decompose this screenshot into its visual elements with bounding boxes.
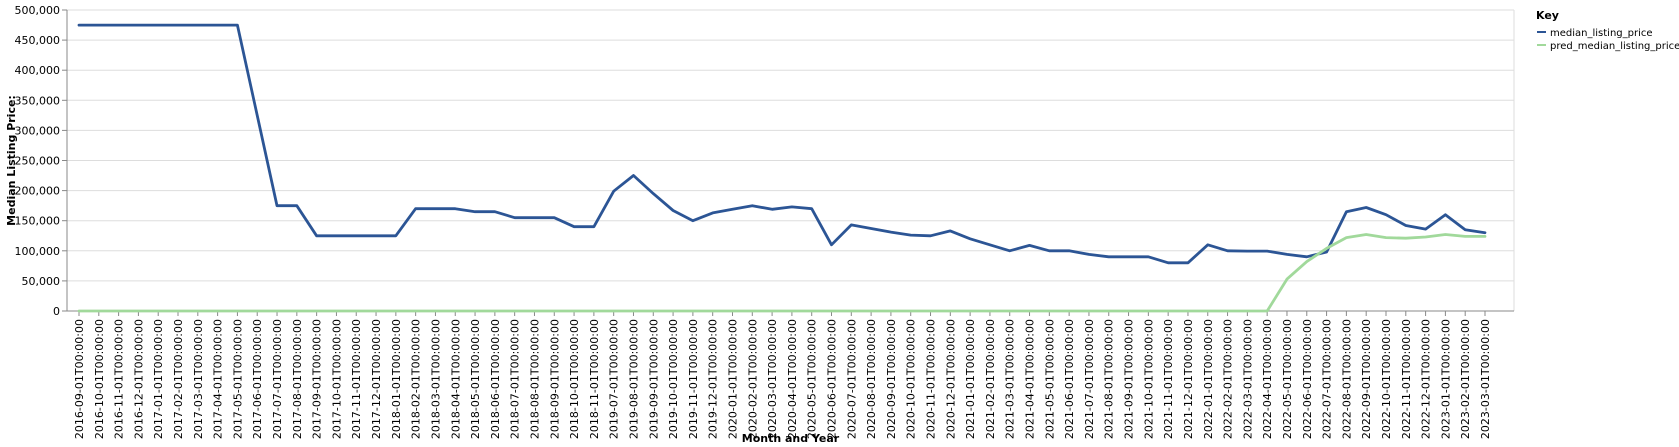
x-tick-label: 2016-10-01T00:00:00 xyxy=(93,319,106,439)
x-tick-label: 2023-03-01T00:00:00 xyxy=(1479,319,1492,439)
y-tick-label: 250,000 xyxy=(15,155,61,168)
x-tick-label: 2021-11-01T00:00:00 xyxy=(1162,319,1175,439)
x-tick-label: 2021-08-01T00:00:00 xyxy=(1103,319,1116,439)
x-tick-label: 2021-02-01T00:00:00 xyxy=(984,319,997,439)
x-tick-label: 2020-03-01T00:00:00 xyxy=(766,319,779,439)
y-axis-title: Median Listing Price: xyxy=(5,95,18,226)
x-tick-label: 2018-09-01T00:00:00 xyxy=(548,319,561,439)
x-tick-label: 2018-04-01T00:00:00 xyxy=(449,319,462,439)
x-tick-label: 2020-08-01T00:00:00 xyxy=(865,319,878,439)
x-tick-label: 2021-05-01T00:00:00 xyxy=(1043,319,1056,439)
x-tick-label: 2022-03-01T00:00:00 xyxy=(1241,319,1254,439)
y-tick-label: 0 xyxy=(53,305,60,318)
legend-label: pred_median_listing_price xyxy=(1550,41,1679,52)
series-line-median_listing_price xyxy=(77,23,1487,265)
x-tick-label: 2019-09-01T00:00:00 xyxy=(647,319,660,439)
legend: Key median_listing_price pred_median_list… xyxy=(1536,9,1679,52)
x-tick-label: 2017-04-01T00:00:00 xyxy=(212,319,225,439)
x-tick-label: 2018-01-01T00:00:00 xyxy=(390,319,403,439)
x-tick-label: 2018-06-01T00:00:00 xyxy=(489,319,502,439)
y-tick-label: 150,000 xyxy=(15,215,61,228)
legend-label: median_listing_price xyxy=(1550,28,1653,39)
x-tick-label: 2017-05-01T00:00:00 xyxy=(231,319,244,439)
series-lines xyxy=(77,23,1487,313)
y-tick-label: 100,000 xyxy=(15,245,61,258)
x-tick-label: 2022-09-01T00:00:00 xyxy=(1360,319,1373,439)
x-tick-label: 2021-12-01T00:00:00 xyxy=(1182,319,1195,439)
x-tick-label: 2016-11-01T00:00:00 xyxy=(113,319,126,439)
x-tick-label: 2018-08-01T00:00:00 xyxy=(528,319,541,439)
gridlines xyxy=(67,9,1515,312)
x-tick-label: 2019-10-01T00:00:00 xyxy=(667,319,680,439)
x-tick-label: 2018-07-01T00:00:00 xyxy=(509,319,522,439)
x-tick-label: 2021-04-01T00:00:00 xyxy=(1024,319,1037,439)
x-tick-label: 2018-10-01T00:00:00 xyxy=(568,319,581,439)
y-tick-label: 300,000 xyxy=(15,124,61,137)
x-tick-label: 2019-11-01T00:00:00 xyxy=(687,319,700,439)
y-tick-label: 350,000 xyxy=(15,94,61,107)
x-tick-label: 2017-09-01T00:00:00 xyxy=(311,319,324,439)
x-tick-label: 2019-12-01T00:00:00 xyxy=(707,319,720,439)
x-tick-label: 2020-06-01T00:00:00 xyxy=(826,319,839,439)
x-tick-label: 2021-10-01T00:00:00 xyxy=(1142,319,1155,439)
y-tick-label: 500,000 xyxy=(15,4,61,17)
x-tick-label: 2020-12-01T00:00:00 xyxy=(944,319,957,439)
x-tick-label: 2022-02-01T00:00:00 xyxy=(1222,319,1235,439)
y-tick-label: 400,000 xyxy=(15,64,61,77)
x-tick-label: 2023-02-01T00:00:00 xyxy=(1459,319,1472,439)
x-tick-label: 2017-08-01T00:00:00 xyxy=(291,319,304,439)
x-axis: 2016-09-01T00:00:00 2016-10-01T00:00:00 20… xyxy=(67,310,1514,439)
x-axis-title: Month and Year xyxy=(742,432,840,445)
legend-title: Key xyxy=(1536,9,1559,22)
x-tick-label: 2017-02-01T00:00:00 xyxy=(172,319,185,439)
x-tick-label: 2020-04-01T00:00:00 xyxy=(786,319,799,439)
x-tick-label: 2018-03-01T00:00:00 xyxy=(429,319,442,439)
x-tick-label: 2019-07-01T00:00:00 xyxy=(608,319,621,439)
x-tick-label: 2022-07-01T00:00:00 xyxy=(1321,319,1334,439)
x-tick-label: 2017-10-01T00:00:00 xyxy=(330,319,343,439)
x-tick-label: 2023-01-01T00:00:00 xyxy=(1439,319,1452,439)
x-tick-label: 2022-12-01T00:00:00 xyxy=(1420,319,1433,439)
x-tick-label: 2022-04-01T00:00:00 xyxy=(1261,319,1274,439)
x-tick-label: 2019-08-01T00:00:00 xyxy=(627,319,640,439)
x-tick-label: 2018-02-01T00:00:00 xyxy=(410,319,423,439)
x-tick-label: 2020-11-01T00:00:00 xyxy=(925,319,938,439)
x-tick-label: 2021-07-01T00:00:00 xyxy=(1083,319,1096,439)
x-tick-label: 2022-10-01T00:00:00 xyxy=(1380,319,1393,439)
series-line-pred_median_listing_price xyxy=(77,233,1487,313)
x-tick-label: 2020-02-01T00:00:00 xyxy=(746,319,759,439)
x-tick-label: 2018-05-01T00:00:00 xyxy=(469,319,482,439)
x-tick-label: 2018-11-01T00:00:00 xyxy=(588,319,601,439)
x-tick-label: 2017-07-01T00:00:00 xyxy=(271,319,284,439)
x-tick-label: 2022-11-01T00:00:00 xyxy=(1400,319,1413,439)
x-tick-label: 2020-05-01T00:00:00 xyxy=(806,319,819,439)
x-tick-label: 2017-12-01T00:00:00 xyxy=(370,319,383,439)
x-tick-label: 2022-05-01T00:00:00 xyxy=(1281,319,1294,439)
x-tick-label: 2020-10-01T00:00:00 xyxy=(905,319,918,439)
y-tick-label: 450,000 xyxy=(15,34,61,47)
x-tick-label: 2017-03-01T00:00:00 xyxy=(192,319,205,439)
x-tick-label: 2020-09-01T00:00:00 xyxy=(885,319,898,439)
x-tick-label: 2016-09-01T00:00:00 xyxy=(73,319,86,439)
x-tick-label: 2022-06-01T00:00:00 xyxy=(1301,319,1314,439)
x-tick-label: 2020-07-01T00:00:00 xyxy=(845,319,858,439)
x-tick-label: 2017-06-01T00:00:00 xyxy=(251,319,264,439)
x-tick-label: 2017-11-01T00:00:00 xyxy=(350,319,363,439)
x-tick-label: 2021-01-01T00:00:00 xyxy=(964,319,977,439)
x-tick-label: 2021-03-01T00:00:00 xyxy=(1004,319,1017,439)
y-tick-label: 200,000 xyxy=(15,185,61,198)
x-tick-label: 2021-09-01T00:00:00 xyxy=(1123,319,1136,439)
x-tick-label: 2016-12-01T00:00:00 xyxy=(132,319,145,439)
y-tick-label: 50,000 xyxy=(22,275,61,288)
x-tick-label: 2022-01-01T00:00:00 xyxy=(1202,319,1215,439)
x-tick-label: 2017-01-01T00:00:00 xyxy=(152,319,165,439)
x-tick-label: 2021-06-01T00:00:00 xyxy=(1063,319,1076,439)
x-tick-label: 2022-08-01T00:00:00 xyxy=(1340,319,1353,439)
x-tick-label: 2020-01-01T00:00:00 xyxy=(726,319,739,439)
y-axis: 0 50,000 100,000 150,000 200,000 250,000 300,0… xyxy=(15,4,68,318)
